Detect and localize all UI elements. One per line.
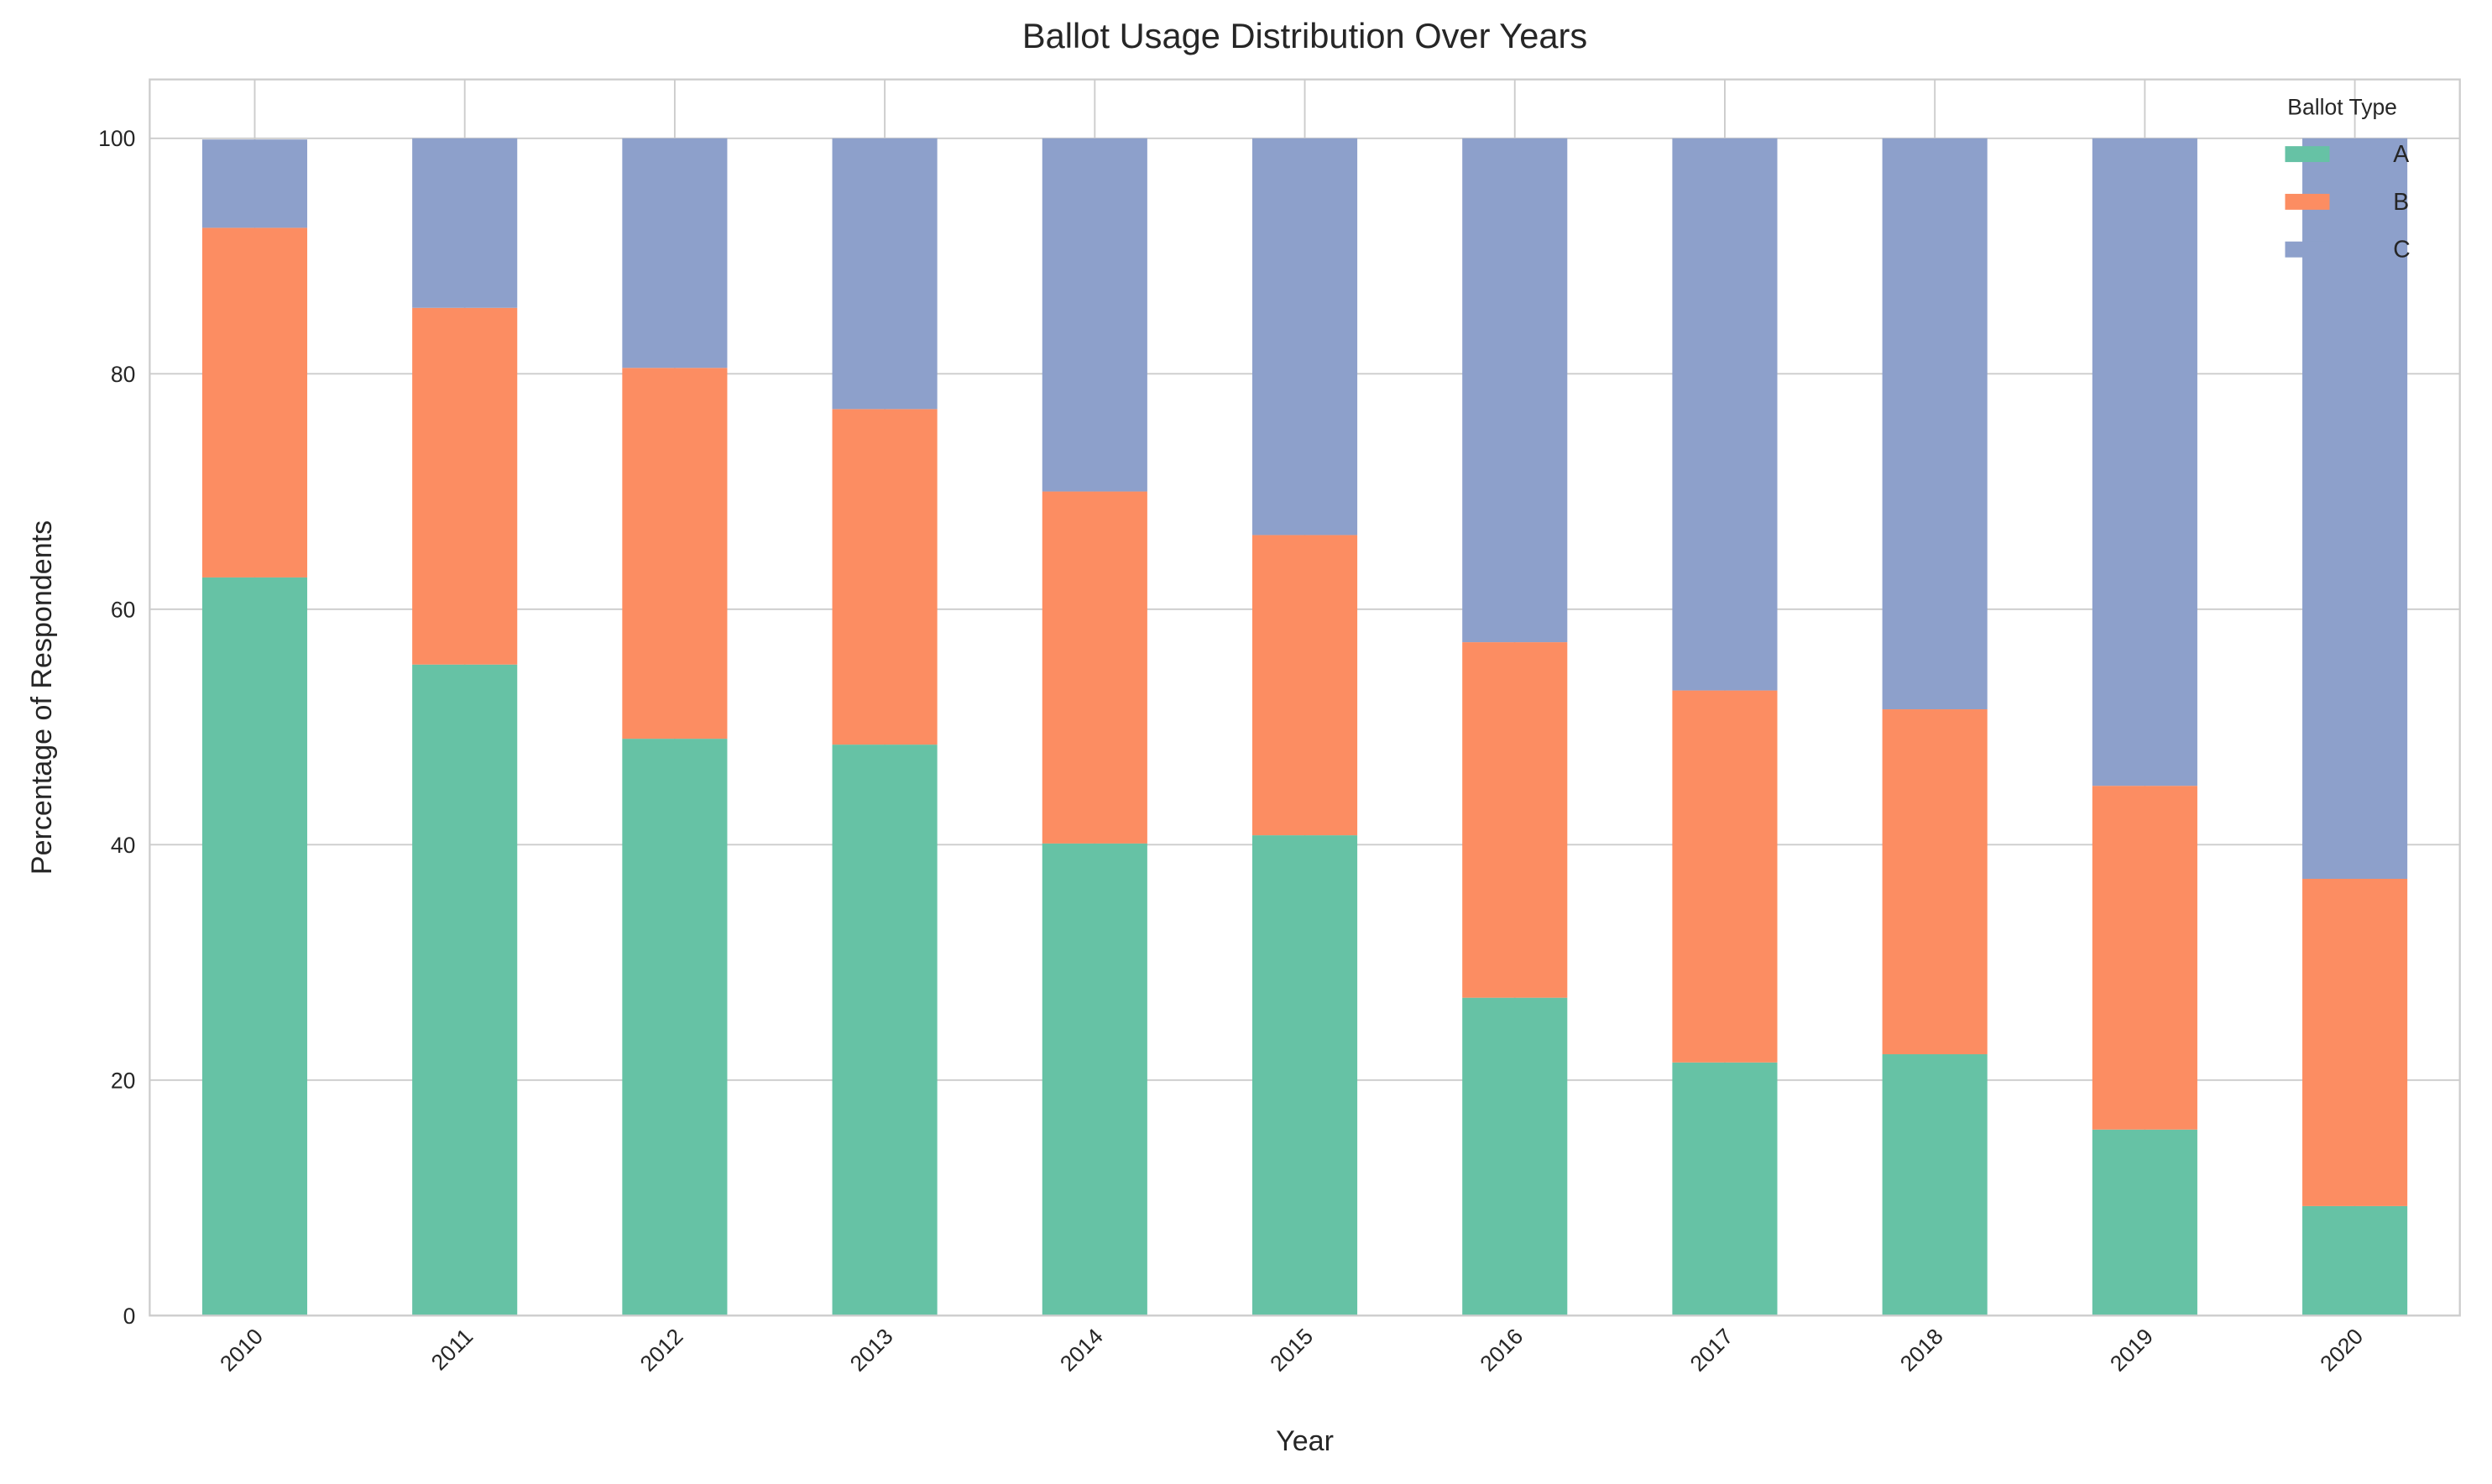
bar-segment <box>201 227 308 577</box>
x-tick-label: 2018 <box>1895 1324 1948 1377</box>
bar-segment <box>1462 138 1568 643</box>
x-tick-label: 2013 <box>845 1324 898 1377</box>
bar-segment <box>2302 878 2408 1206</box>
x-tick-label: 2011 <box>426 1324 478 1376</box>
bar-segment <box>1882 709 1988 1054</box>
plot-frame <box>149 78 2461 1317</box>
x-tick-label: 2010 <box>215 1324 268 1377</box>
bar-segment <box>1251 535 1358 836</box>
bar-segment <box>832 138 938 410</box>
legend-swatch <box>2285 241 2330 258</box>
y-tick-label: 20 <box>111 1068 135 1093</box>
legend-title: Ballot Type <box>2287 94 2397 119</box>
x-tick-label: 2020 <box>2315 1324 2368 1377</box>
legend-label: B <box>2393 189 2409 216</box>
legend-label: C <box>2393 237 2411 264</box>
y-axis-label: Percentage of Respondents <box>26 520 58 875</box>
chart-title: Ballot Usage Distribution Over Years <box>1022 16 1587 55</box>
bar-segment <box>1251 138 1358 536</box>
x-tick-label: 2019 <box>2105 1324 2158 1377</box>
bar-segment <box>622 739 728 1316</box>
bar-segment <box>201 577 308 1316</box>
bar-segment <box>1672 138 1778 691</box>
y-tick-label: 80 <box>111 362 135 387</box>
bar-segment <box>622 138 728 368</box>
bar-segment <box>1462 642 1568 998</box>
bar-segment <box>832 409 938 745</box>
bar-segment <box>1672 690 1778 1063</box>
bar-segment <box>1672 1062 1778 1316</box>
x-tick-label: 2017 <box>1685 1324 1738 1377</box>
bar-segment <box>1042 138 1147 492</box>
bar-segment <box>2092 786 2197 1130</box>
bar-segment <box>1882 1053 1988 1316</box>
bar-segment <box>201 139 308 228</box>
bar-segment <box>1882 138 1988 710</box>
x-tick-label: 2012 <box>635 1324 688 1377</box>
bar-segment <box>1462 997 1568 1316</box>
legend-swatch <box>2285 146 2330 163</box>
bar-segment <box>412 307 518 665</box>
bar-segment <box>412 664 518 1316</box>
y-tick-label: 0 <box>123 1304 136 1329</box>
bar-segment <box>1251 835 1358 1316</box>
x-tick-label: 2016 <box>1475 1324 1528 1377</box>
bar-segment <box>1042 843 1147 1316</box>
bar-segment <box>412 138 518 308</box>
y-tick-label: 60 <box>111 597 135 622</box>
bar-segment <box>2302 1205 2408 1316</box>
bar-segment <box>2302 138 2408 879</box>
legend-swatch <box>2285 193 2330 210</box>
x-tick-label: 2015 <box>1265 1324 1318 1377</box>
x-tick-label: 2014 <box>1055 1324 1108 1377</box>
y-tick-label: 100 <box>98 126 135 151</box>
legend-label: A <box>2393 141 2409 168</box>
x-axis-label: Year <box>1276 1425 1334 1457</box>
bar-segment <box>622 368 728 739</box>
bar-segment <box>1042 491 1147 844</box>
bar-segment <box>2092 138 2197 786</box>
bar-segment <box>2092 1129 2197 1316</box>
bar-segment <box>832 745 938 1316</box>
y-tick-label: 40 <box>111 833 135 858</box>
